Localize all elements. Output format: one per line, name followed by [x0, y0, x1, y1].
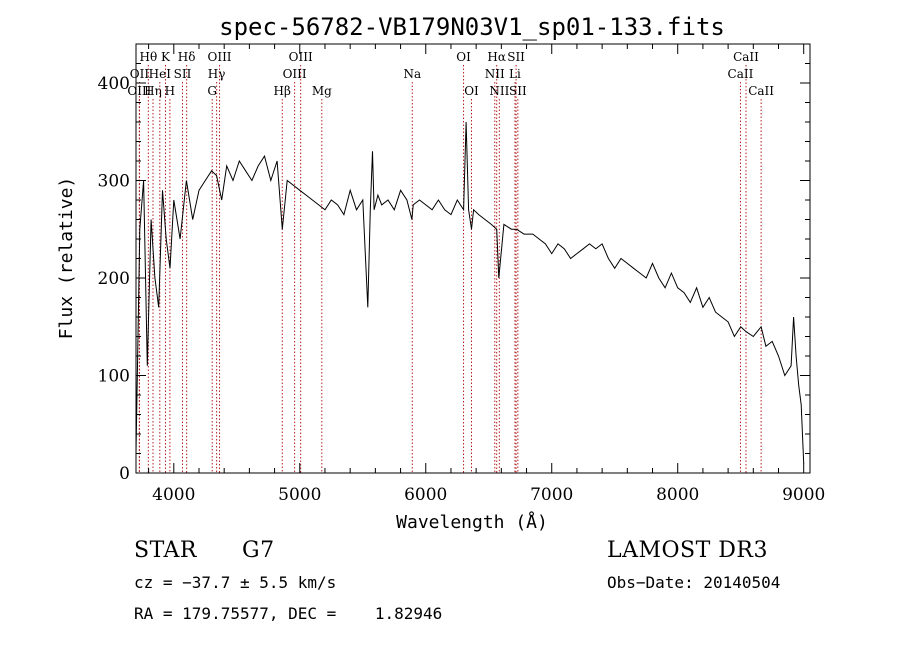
line-label-4: K — [161, 50, 171, 64]
chart-title: spec-56782-VB179N03V1_sp01-133.fits — [219, 13, 725, 41]
line-label-3: Hη — [144, 84, 162, 98]
line-label-23: NII — [489, 84, 509, 98]
x-tick-label-7000: 7000 — [530, 485, 573, 505]
coordinates: RA = 179.75577, DEC = 1.82946 — [134, 604, 443, 623]
line-label-16: Na — [403, 67, 421, 81]
line-label-13: OIII — [283, 67, 307, 81]
survey-name: LAMOST DR3 — [607, 538, 768, 563]
x-axis-ticks: 4000 5000 6000 7000 8000 9000 — [148, 44, 825, 505]
line-label-5: HeI — [149, 67, 172, 81]
line-label-18: OI — [464, 84, 479, 98]
y-tick-label-0: 0 — [119, 464, 130, 484]
line-label-6: SII — [174, 67, 192, 81]
line-label-0: Hθ — [139, 50, 157, 64]
object-class: STAR — [134, 538, 197, 563]
line-label-17: OI — [456, 50, 471, 64]
y-tick-label-100: 100 — [98, 367, 130, 387]
line-label-8: Hδ — [178, 50, 196, 64]
y-tick-label-200: 200 — [98, 269, 130, 289]
x-tick-label-5000: 5000 — [278, 485, 321, 505]
observation-date: Obs−Date: 20140504 — [607, 573, 781, 592]
x-tick-label-8000: 8000 — [656, 485, 699, 505]
line-label-10: Hγ — [208, 67, 226, 81]
line-label-20: SII — [507, 50, 525, 64]
y-tick-label-300: 300 — [98, 172, 130, 192]
line-label-9: OIII — [207, 50, 231, 64]
line-label-7: H — [165, 84, 175, 98]
line-label-21: NII — [485, 67, 505, 81]
line-label-15: Mg — [312, 84, 332, 98]
x-tick-label-6000: 6000 — [404, 485, 447, 505]
line-label-12: OIII — [289, 50, 313, 64]
spectrum-line — [135, 121, 805, 464]
line-label-22: Li — [509, 67, 521, 81]
redshift-cz: cz = −37.7 ± 5.5 km/s — [134, 573, 337, 592]
line-label-25: CaII — [733, 50, 759, 64]
object-subclass: G7 — [242, 538, 275, 563]
line-label-11: G — [207, 84, 217, 98]
x-tick-label-9000: 9000 — [782, 485, 825, 505]
line-label-26: CaII — [728, 67, 754, 81]
line-label-1: OII — [130, 67, 150, 81]
x-tick-label-4000: 4000 — [152, 485, 195, 505]
y-axis-ticks: 0 100 200 300 400 — [98, 63, 810, 484]
spectrum-layer — [135, 121, 805, 464]
y-axis-title: Flux (relative) — [56, 177, 77, 340]
line-label-2: OIII — [127, 84, 151, 98]
line-label-19: Hα — [487, 50, 506, 64]
line-label-14: Hβ — [274, 84, 291, 98]
y-tick-label-400: 400 — [98, 74, 130, 94]
line-label-27: CaII — [748, 84, 774, 98]
line-label-24: SII — [509, 84, 527, 98]
x-axis-title: Wavelength (Å) — [396, 511, 548, 533]
plot-frame — [135, 43, 811, 474]
